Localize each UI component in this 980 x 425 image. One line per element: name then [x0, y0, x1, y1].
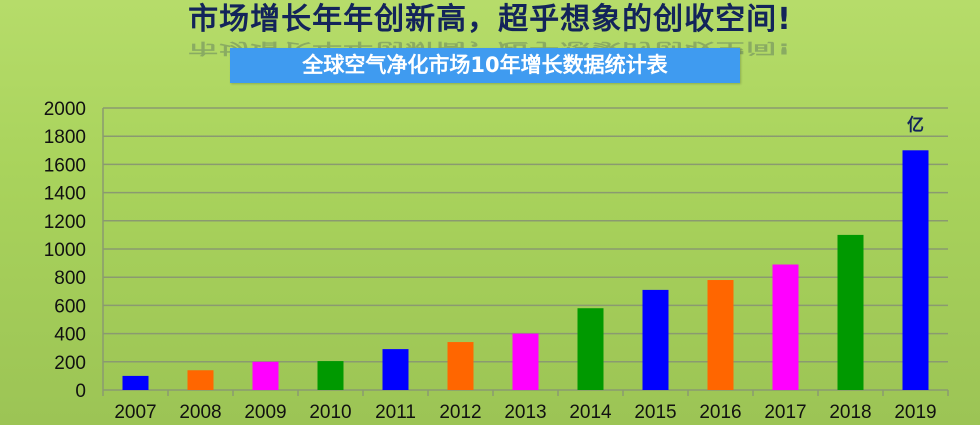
- bar-2007: [122, 375, 149, 390]
- y-tick-label: 1800: [44, 127, 86, 148]
- unit-label: 亿: [907, 114, 924, 135]
- bar-2012: [447, 342, 474, 390]
- x-tick-label: 2014: [569, 402, 612, 423]
- bar-2018: [837, 234, 864, 390]
- x-tick-label: 2009: [244, 402, 286, 423]
- y-tick-label: 1200: [44, 212, 86, 233]
- x-tick-label: 2007: [114, 402, 156, 423]
- x-tick-label: 2019: [894, 402, 936, 423]
- y-tick-label: 200: [54, 353, 86, 374]
- x-tick-label: 2010: [309, 402, 351, 423]
- bar-2011: [382, 349, 409, 390]
- y-tick-label: 2000: [44, 99, 86, 120]
- chart-title: 全球空气净化市场10年增长数据统计表: [230, 48, 740, 83]
- y-tick-label: 1400: [44, 184, 86, 205]
- bar-2008: [187, 370, 214, 390]
- y-tick-label: 800: [54, 268, 86, 289]
- x-tick-label: 2015: [634, 402, 676, 423]
- bar-2019: [902, 150, 929, 390]
- x-tick-label: 2008: [179, 402, 221, 423]
- y-tick-label: 400: [54, 325, 86, 346]
- bar-2016: [707, 280, 734, 390]
- bar-2013: [512, 333, 539, 390]
- bar-2009: [252, 361, 279, 390]
- y-tick-label: 600: [54, 296, 86, 317]
- x-tick-label: 2018: [829, 402, 871, 423]
- x-tick-label: 2016: [699, 402, 741, 423]
- bar-2015: [642, 289, 669, 390]
- y-tick-label: 1600: [44, 155, 86, 176]
- bar-2010: [317, 361, 344, 390]
- y-tick-label: 0: [75, 381, 86, 402]
- headline: 市场增长年年创新高，超乎想象的创收空间!: [188, 2, 792, 37]
- bar-2014: [577, 308, 604, 390]
- x-tick-label: 2013: [504, 402, 546, 423]
- x-tick-label: 2011: [375, 402, 416, 423]
- y-tick-label: 1000: [44, 240, 86, 261]
- x-tick-label: 2017: [764, 402, 806, 423]
- x-tick-label: 2012: [439, 402, 481, 423]
- bar-2017: [772, 264, 799, 390]
